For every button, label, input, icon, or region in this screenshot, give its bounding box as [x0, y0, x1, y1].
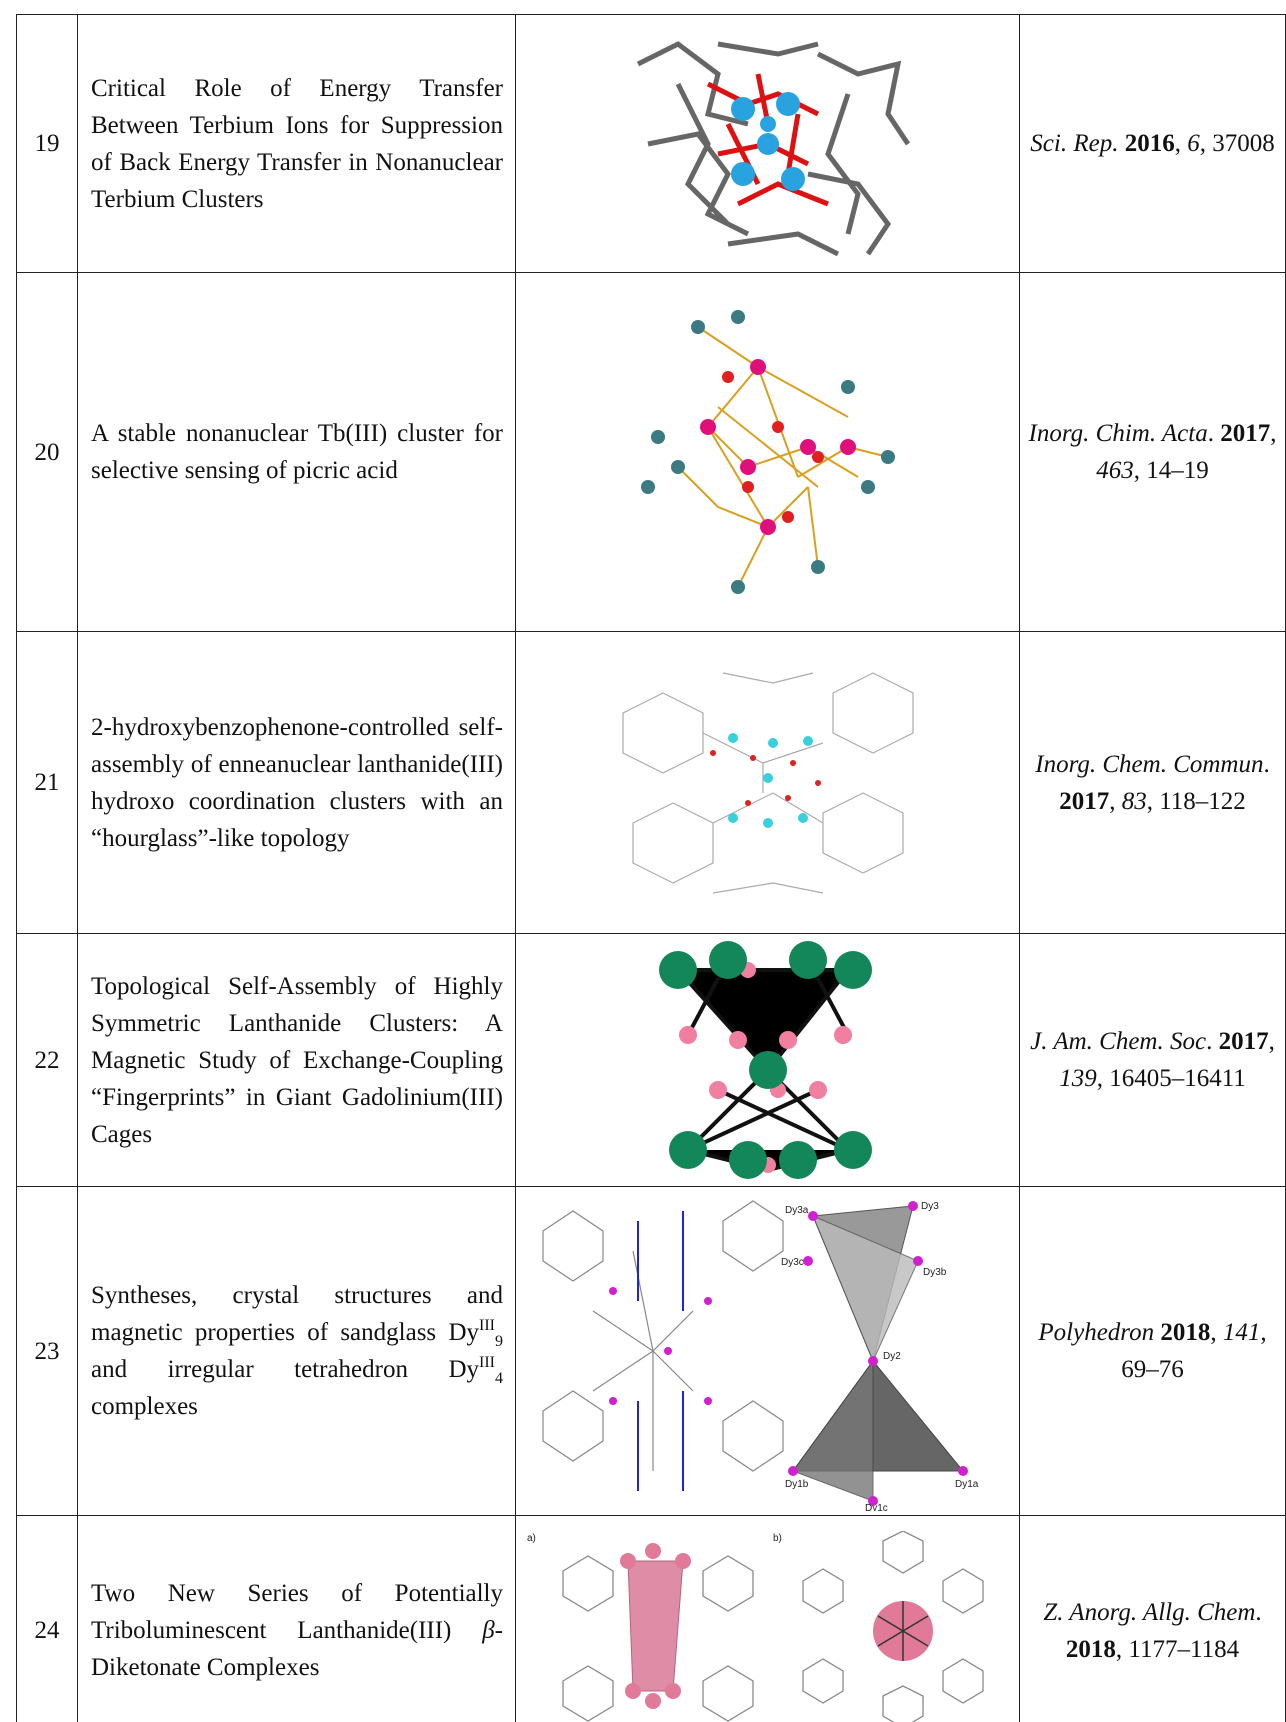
text-segment: ,: [1210, 1319, 1223, 1346]
row: 23 Syntheses, crystal structures and mag…: [17, 1187, 1286, 1516]
figure: a) b): [516, 1516, 1020, 1722]
text-segment: Two New Series of Potentially Tribolumin…: [91, 1580, 503, 1644]
number: 21: [17, 632, 78, 934]
row: 21 2-hydroxybenzophenone-controlled self…: [17, 632, 1286, 934]
number: 24: [17, 1516, 78, 1722]
text-segment: A stable nonanuclear Tb(III) cluster for…: [91, 420, 503, 484]
reference: Inorg. Chem. Commun. 2017, 83, 118–122: [1020, 632, 1286, 934]
reference: Sci. Rep. 2016, 6, 37008: [1020, 15, 1286, 273]
title: Critical Role of Energy Transfer Between…: [78, 15, 516, 273]
figure-label: Dy1a: [955, 1479, 979, 1490]
structure: [648, 940, 888, 1180]
number: 20: [17, 273, 78, 632]
figure-label: Dy1b: [785, 1479, 809, 1490]
page: {"table":{"rows":[ {"number":"19","title…: [0, 0, 1286, 1722]
text-segment: III: [479, 1317, 495, 1334]
row: 19 Critical Role of Energy Transfer Betw…: [17, 15, 1286, 273]
text-segment: 141: [1223, 1319, 1261, 1346]
title: Topological Self-Assembly of Highly Symm…: [78, 934, 516, 1187]
text-segment: 6: [1187, 130, 1200, 157]
text-segment: β: [482, 1617, 494, 1644]
row: 24 Two New Series of Potentially Tribolu…: [17, 1516, 1286, 1722]
figure: Dy3a Dy3 Dy3c Dy3b Dy2 Dy1b Dy1a Dy1c: [516, 1187, 1020, 1516]
text-segment: ,: [1109, 788, 1122, 815]
text-segment: .: [1264, 751, 1270, 778]
figure-label: Dy3b: [923, 1267, 947, 1278]
text-segment: and irregular tetrahedron Dy: [91, 1356, 479, 1383]
text-segment: III: [479, 1354, 495, 1371]
text-segment: 463: [1096, 457, 1134, 484]
figure-label: a): [527, 1533, 536, 1544]
table-wrap: 19 Critical Role of Energy Transfer Betw…: [16, 14, 1286, 1722]
text-segment: 2017: [1219, 1028, 1269, 1055]
figure: [516, 934, 1020, 1187]
text-segment: Inorg. Chim. Acta: [1029, 420, 1208, 447]
text-segment: Topological Self-Assembly of Highly Symm…: [91, 973, 503, 1148]
text-segment: ,: [1269, 1028, 1275, 1055]
figure-label: b): [773, 1533, 782, 1544]
text-segment: 83: [1122, 788, 1147, 815]
text-segment: complexes: [91, 1393, 198, 1420]
title: Two New Series of Potentially Tribolumin…: [78, 1516, 516, 1722]
title: A stable nonanuclear Tb(III) cluster for…: [78, 273, 516, 632]
structure: Dy3a Dy3 Dy3c Dy3b Dy2 Dy1b Dy1a Dy1c: [523, 1191, 1013, 1511]
reference: Polyhedron 2018, 141, 69–76: [1020, 1187, 1286, 1516]
text-segment: , 1177–1184: [1116, 1636, 1239, 1663]
text-segment: 2-hydroxybenzophenone-controlled self-as…: [91, 714, 503, 852]
text-segment: Z. Anorg. Allg. Chem: [1043, 1599, 1255, 1626]
number: 22: [17, 934, 78, 1187]
text-segment: 139: [1059, 1065, 1097, 1092]
figure-label: Dy3a: [785, 1205, 809, 1216]
figure: [516, 15, 1020, 273]
row: 22 Topological Self-Assembly of Highly S…: [17, 934, 1286, 1187]
reference: Z. Anorg. Allg. Chem. 2018, 1177–1184: [1020, 1516, 1286, 1722]
text-segment: , 37008: [1200, 130, 1275, 157]
number: 19: [17, 15, 78, 273]
text-segment: J. Am. Chem. Soc: [1030, 1028, 1206, 1055]
text-segment: Polyhedron: [1038, 1319, 1154, 1346]
text-segment: .: [1255, 1599, 1261, 1626]
text-segment: 4: [495, 1370, 503, 1387]
figure: [516, 632, 1020, 934]
figure-label: Dy3c: [781, 1257, 804, 1268]
structure: a) b): [523, 1531, 1013, 1722]
text-segment: Syntheses, crystal structures and magnet…: [91, 1282, 503, 1346]
text-segment: ,: [1175, 130, 1188, 157]
number: 23: [17, 1187, 78, 1516]
figure: [516, 273, 1020, 632]
structure: [603, 653, 933, 913]
text-segment: 9: [495, 1333, 503, 1350]
text-segment: Sci. Rep.: [1030, 130, 1118, 157]
reference: Inorg. Chim. Acta. 2017, 463, 14–19: [1020, 273, 1286, 632]
text-segment: 2017: [1220, 420, 1270, 447]
table: 19 Critical Role of Energy Transfer Betw…: [16, 14, 1286, 1722]
title: Syntheses, crystal structures and magnet…: [78, 1187, 516, 1516]
structure: [618, 287, 918, 617]
figure-label: Dy1c: [865, 1503, 888, 1511]
text-segment: ,: [1270, 420, 1276, 447]
text-segment: Critical Role of Energy Transfer Between…: [91, 75, 503, 213]
text-segment: , 118–122: [1147, 788, 1246, 815]
text-segment: , 16405–16411: [1097, 1065, 1246, 1092]
row: 20 A stable nonanuclear Tb(III) cluster …: [17, 273, 1286, 632]
title: 2-hydroxybenzophenone-controlled self-as…: [78, 632, 516, 934]
text-segment: 2016: [1125, 130, 1175, 157]
structure: [618, 24, 918, 264]
text-segment: 2017: [1059, 788, 1109, 815]
text-segment: , 14–19: [1134, 457, 1209, 484]
figure-label: Dy3: [921, 1201, 939, 1212]
text-segment: .: [1208, 420, 1221, 447]
text-segment: Inorg. Chem. Commun: [1035, 751, 1263, 778]
text-segment: 2018: [1066, 1636, 1116, 1663]
text-segment: .: [1206, 1028, 1219, 1055]
text-segment: 2018: [1160, 1319, 1210, 1346]
reference: J. Am. Chem. Soc. 2017, 139, 16405–16411: [1020, 934, 1286, 1187]
figure-label: Dy2: [883, 1351, 901, 1362]
